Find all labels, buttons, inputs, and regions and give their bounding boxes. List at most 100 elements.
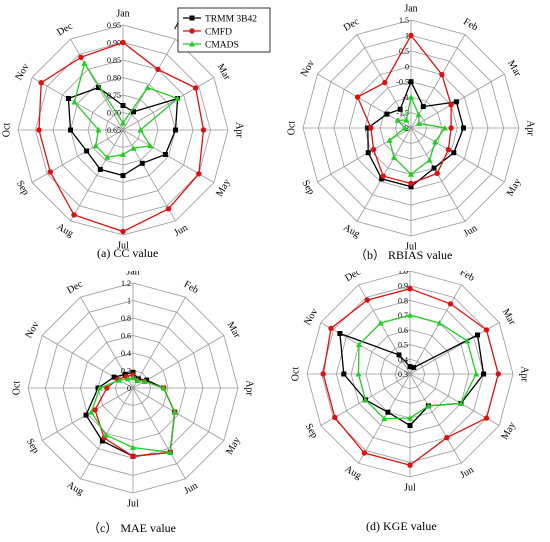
marker-cmfd-nov [328,325,334,332]
radial-tick-label: 0.95 [107,21,121,30]
mae-radar-panel: Jan Feb Mar Apr May Jun Jul Aug Sep Oct Nov Dec 0 0.2… [0,271,275,542]
legend-label-cmads: CMADS [205,41,239,51]
marker-cmads-aug [391,154,397,160]
marker-cmfd-nov [38,80,44,86]
marker-trmm-3b42-jan [408,79,414,85]
radial-tick-label: 0.80 [107,74,121,83]
cc-caption: (a) CC value [97,246,159,260]
month-label-nov: Nov [302,307,320,327]
marker-cmads-dec [403,117,410,123]
radial-tick-label: -1.5 [396,109,409,118]
cc-radar-chart: JanFebMarAprMayJunJulAugSepOctNovDec0.65… [2,7,271,252]
marker-trmm-3b42-jul [120,173,126,178]
marker-trmm-3b42-aug [97,166,103,172]
marker-cmads-jan [130,374,136,380]
mae-radar-chart: Jan Feb Mar Apr May Jun Jul Aug Sep Oct Nov Dec 0 0.2… [12,271,255,510]
marker-cmads-feb [134,377,141,383]
grid-spoke [122,77,215,131]
radial-tick-label: 0.8 [398,296,408,305]
radial-tick-label: 1.5 [399,16,409,25]
month-label-mar: Mar [500,307,518,328]
radial-tick-label: 0.3 [398,370,408,379]
marker-cmads-jan [120,120,126,126]
cc-radar-panel: JanFebMarAprMayJunJulAugSepOctNovDec0.65… [0,0,275,271]
kge-radar-panel: JanFebMarAprMayJunJulAugSepOctNovDec0.30… [275,271,550,542]
month-label-may: May [505,177,524,198]
marker-cmfd-apr [495,371,501,377]
grid-spoke [122,129,176,222]
month-label-jun: Jun [462,223,480,239]
marker-trmm-3b42-oct [68,127,73,133]
marker-cmfd-mar [483,327,490,333]
marker-cmfd-jan [408,32,414,39]
marker-cmads-mar [464,337,471,344]
month-label-mar: Mar [225,320,243,341]
marker-cmads-nov [356,341,362,348]
grid-spoke [409,373,462,464]
grid-spoke [80,387,134,480]
radial-tick-label: 1.0 [398,271,408,276]
legend: TRMM 3B42 CMFD CMADS [177,7,271,53]
marker-cmads-jun [167,449,174,455]
marker-trmm-3b42-apr [481,371,487,377]
marker-trmm-3b42-apr [461,125,466,131]
marker-cmads-feb [415,111,422,118]
marker-cmads-dec [377,320,384,326]
marker-trmm-3b42-nov [337,331,343,336]
month-label-dec: Dec [343,271,363,284]
month-label-oct: Oct [287,121,298,136]
marker-cmads-may [171,409,178,415]
marker-cmfd-aug [380,173,386,179]
month-label-sep: Sep [14,179,31,197]
legend-marker-cmads [189,41,195,47]
marker-cmads-oct [96,385,103,391]
marker-trmm-3b42-dec [397,106,403,112]
marker-cmads-aug [104,154,111,160]
legend-marker-cmfd [189,28,195,34]
marker-cmads-jul [408,171,414,177]
marker-cmfd-jul [407,462,413,468]
marker-cmfd-mar [448,102,454,108]
marker-trmm-3b42-dec [96,85,101,91]
month-label-may: May [214,177,233,198]
month-label-aug: Aug [65,479,85,497]
legend-label-trmm-3b42: TRMM 3B42 [205,15,257,25]
radial-tick-label: 0 [127,384,131,393]
marker-cmfd-apr [200,127,207,133]
marker-cmads-sep [92,142,99,149]
grid-spoke [409,284,462,375]
marker-trmm-3b42-may [162,152,168,157]
mae-caption: （c） MAE value [88,521,176,535]
marker-cmads-jul [120,151,126,157]
radial-tick-label: 0.5 [399,47,409,56]
radial-tick-label: 0.6 [398,326,408,335]
month-label-sep: Sep [24,437,41,455]
marker-cmads-apr [441,125,448,131]
marker-cmads-aug [381,415,388,422]
marker-cmfd-jan [120,39,126,46]
grid-spoke [410,34,466,129]
marker-cmads-dec [124,375,131,382]
grid-spoke [132,296,186,389]
grid-spoke [31,129,124,183]
grid-spoke [132,387,225,441]
month-label-nov: Nov [23,320,41,340]
marker-cmads-jul [407,415,413,421]
marker-cmfd-mar [193,85,199,91]
grid-spoke [31,77,124,131]
marker-cmads-jun [426,157,433,163]
marker-cmfd-jun [165,206,172,212]
radial-tick-label: 0.90 [107,39,121,48]
month-label-feb: Feb [458,271,476,284]
marker-cmfd-oct [104,385,110,391]
legend-label-cmfd: CMFD [205,28,232,38]
radial-tick-label: 0.2 [121,367,131,376]
month-label-jan: Jan [116,9,129,20]
month-label-sep: Sep [299,178,316,196]
marker-cmfd-feb [447,301,454,307]
series-line-cmads [73,61,179,158]
marker-cmads-oct [401,125,408,131]
rbias-radar-panel: JanFebMarAprMayJunJulAugSepOctNovDec-2-1… [275,0,550,271]
month-label-aug: Aug [343,464,363,482]
month-label-apr: Apr [234,122,245,138]
